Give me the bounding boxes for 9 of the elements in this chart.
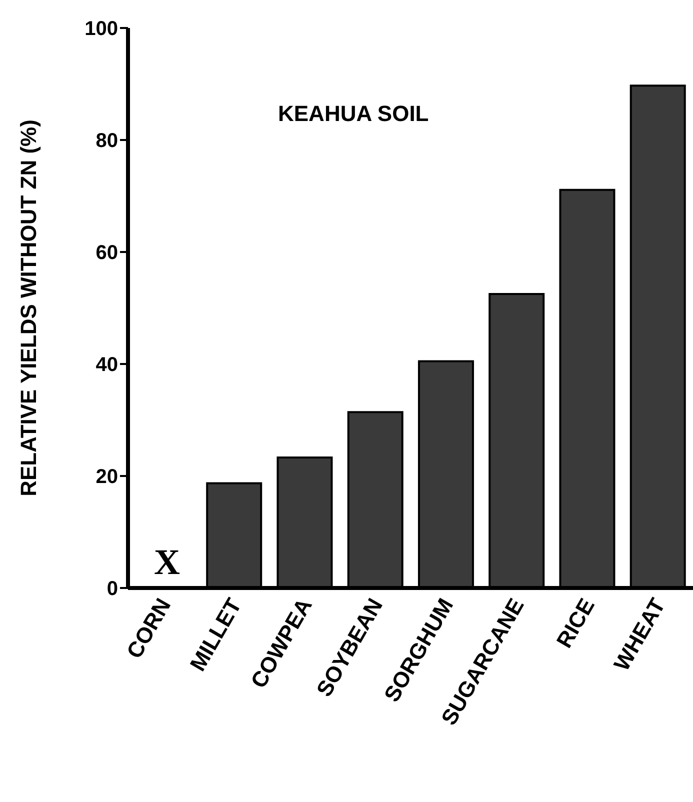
- y-tick-label: 100: [84, 18, 118, 40]
- y-tick-label: 0: [106, 578, 118, 600]
- annotation: X: [154, 542, 180, 582]
- y-tick-label: 60: [96, 242, 118, 264]
- y-axis-title: RELATIVE YIELDS WITHOUT ZN (%): [16, 120, 41, 496]
- y-tick-label: 40: [96, 354, 118, 376]
- y-tick-label: 20: [96, 466, 118, 488]
- y-tick-label: 80: [96, 130, 118, 152]
- annotation: KEAHUA SOIL: [278, 101, 429, 126]
